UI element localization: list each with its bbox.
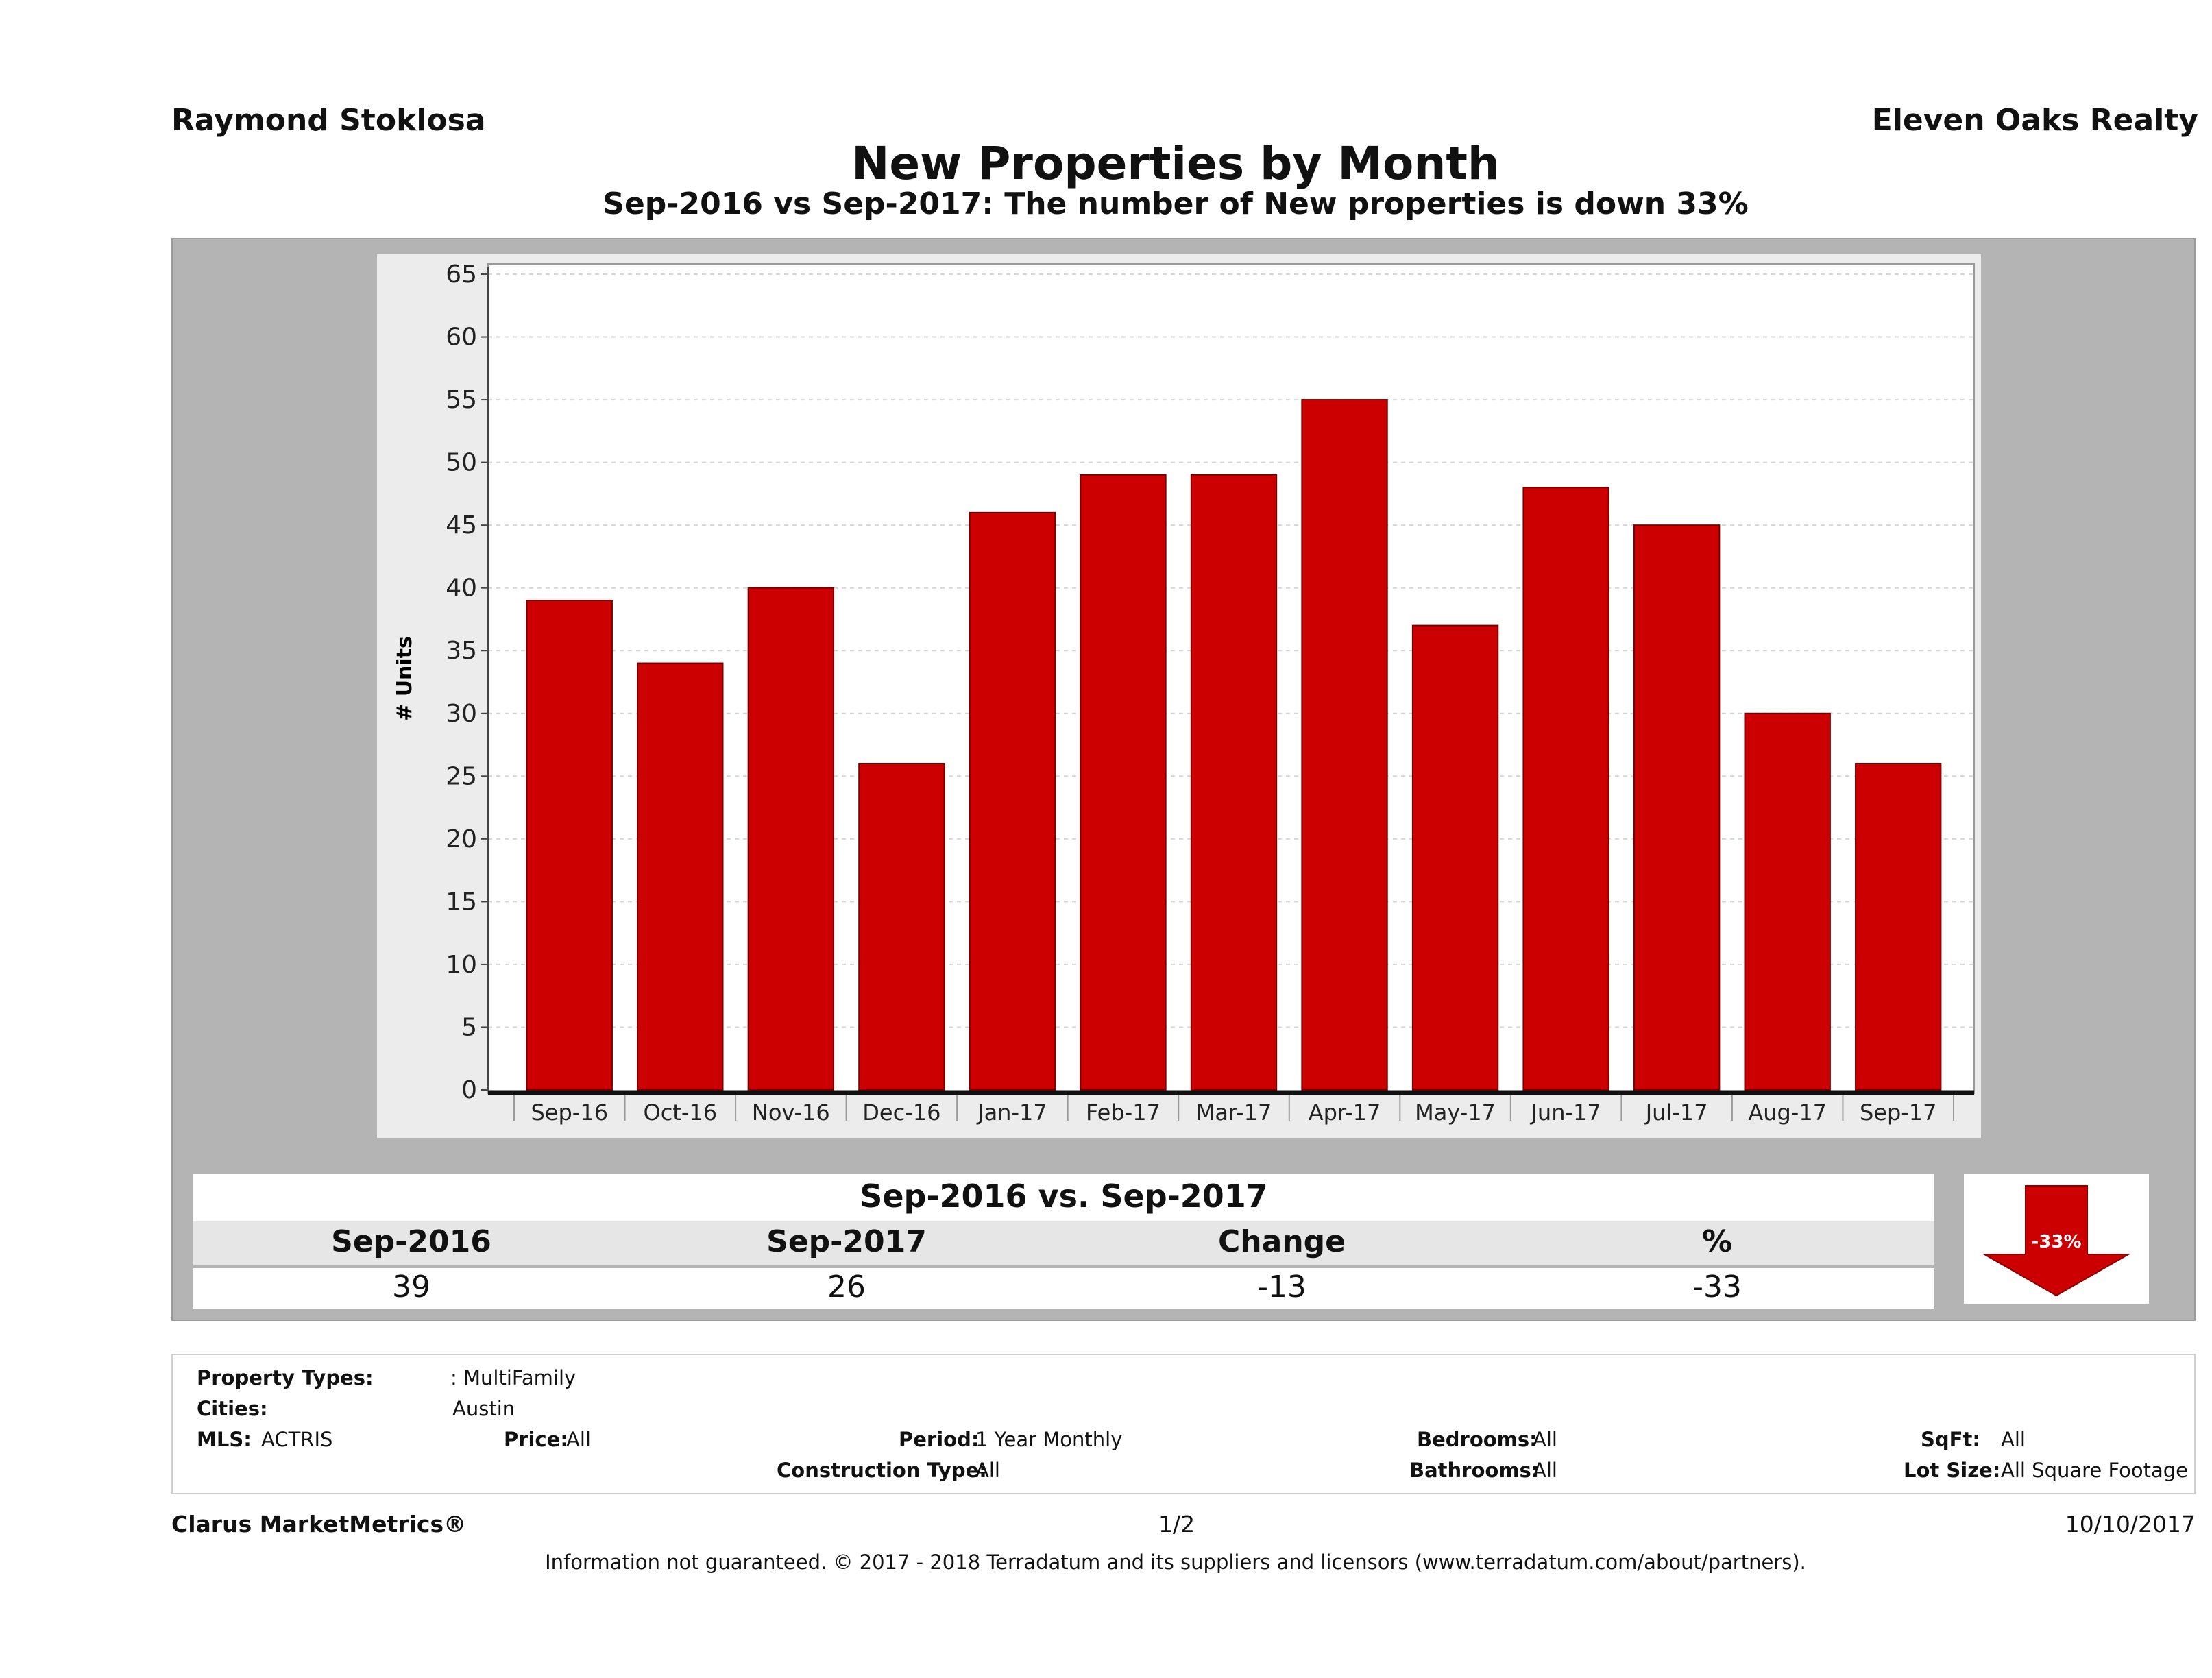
y-tick-label: 5	[461, 1013, 477, 1041]
bathrooms-value: All	[1533, 1459, 1557, 1482]
bar-aug-17	[1744, 712, 1831, 1091]
sqft-value: All	[2001, 1428, 2026, 1451]
y-tick-label: 50	[446, 449, 477, 477]
bar-sep-17	[1855, 763, 1942, 1091]
value-percent: -33	[1692, 1269, 1742, 1304]
bar-apr-17	[1301, 399, 1388, 1091]
bedrooms-label: Bedrooms:	[1417, 1428, 1538, 1451]
y-tick-label: 45	[446, 511, 477, 539]
value-change: -13	[1257, 1269, 1306, 1304]
agent-name: Raymond Stoklosa	[171, 103, 486, 138]
y-tick-label: 55	[446, 386, 477, 414]
construction-type-label: Construction Type:	[777, 1459, 987, 1482]
bar-feb-17	[1080, 474, 1167, 1091]
y-tick-label: 60	[446, 324, 477, 352]
x-tick-label: Jan-17	[976, 1099, 1047, 1126]
period-label: Period:	[899, 1428, 980, 1451]
y-tick-label: 10	[446, 951, 477, 979]
bar-jun-17	[1522, 487, 1609, 1091]
bar-jul-17	[1633, 524, 1721, 1091]
x-tick-label: Sep-17	[1860, 1099, 1937, 1126]
bar-nov-16	[747, 587, 835, 1091]
x-tick-label: Aug-17	[1748, 1099, 1827, 1126]
value-sep-2016: 39	[392, 1269, 430, 1304]
x-tick-label: Oct-16	[644, 1099, 718, 1126]
header-sep-2017: Sep-2017	[766, 1224, 927, 1259]
x-tick-label: Mar-17	[1196, 1099, 1272, 1126]
y-tick-label: 35	[446, 637, 477, 665]
y-tick-label: 25	[446, 762, 477, 790]
x-tick-label: May-17	[1415, 1099, 1496, 1126]
report-date: 10/10/2017	[2065, 1511, 2196, 1537]
x-tick-label: Jun-17	[1529, 1099, 1601, 1126]
down-arrow-icon: -33%	[1982, 1185, 2131, 1297]
page-number: 1/2	[1158, 1511, 1195, 1537]
bar-dec-16	[858, 763, 945, 1091]
construction-type-value: All	[975, 1459, 1000, 1482]
bedrooms-value: All	[1533, 1428, 1557, 1451]
header-sep-2016: Sep-2016	[331, 1224, 491, 1259]
price-value: All	[566, 1428, 591, 1451]
mls-label: MLS:	[197, 1428, 252, 1451]
page-title: New Properties by Month	[851, 137, 1500, 190]
property-types-value: : MultiFamily	[450, 1366, 576, 1389]
comparison-title: Sep-2016 vs. Sep-2017	[860, 1178, 1268, 1215]
cities-label: Cities:	[197, 1397, 268, 1420]
y-tick-label: 15	[446, 888, 477, 916]
company-name: Eleven Oaks Realty	[1871, 103, 2198, 138]
comparison-header-row	[193, 1221, 1934, 1265]
bar-oct-16	[637, 662, 724, 1091]
y-tick-label: 0	[461, 1076, 477, 1104]
bar-mar-17	[1190, 474, 1278, 1091]
cities-value: Austin	[452, 1397, 515, 1420]
header-change: Change	[1218, 1224, 1346, 1259]
value-sep-2017: 26	[827, 1269, 866, 1304]
lot-size-value: All Square Footage	[2001, 1459, 2189, 1482]
lot-size-label: Lot Size:	[1904, 1459, 2001, 1482]
axes: 0 5 10 15 20 25 30 35 40 45 50 55 60 65 Sep-16 Oct-16 No…	[446, 260, 1974, 1126]
disclaimer: Information not guaranteed. © 2017 - 201…	[545, 1551, 1806, 1574]
header-percent: %	[1701, 1224, 1733, 1259]
bars	[526, 399, 1942, 1091]
y-tick-label: 30	[446, 700, 477, 728]
mls-value: ACTRIS	[261, 1428, 333, 1451]
property-types-label: Property Types:	[197, 1366, 374, 1389]
price-label: Price:	[504, 1428, 568, 1451]
y-tick-label: 65	[446, 260, 477, 289]
search-criteria	[171, 1354, 2196, 1494]
y-axis-label: # Units	[393, 636, 417, 721]
x-tick-label: Nov-16	[752, 1099, 830, 1126]
comparison-title-bar	[193, 1174, 1934, 1221]
bar-sep-16	[526, 600, 613, 1091]
x-tick-label: Apr-17	[1309, 1099, 1381, 1126]
x-tick-label: Dec-16	[862, 1099, 940, 1126]
x-tick-label: Sep-16	[531, 1099, 608, 1126]
trend-badge-text: -33%	[2031, 1232, 2081, 1252]
bar-chart: 0 5 10 15 20 25 30 35 40 45 50 55 60 65 Sep-16 Oct-16 No…	[393, 260, 1975, 1126]
comparison-value-row	[193, 1268, 1934, 1309]
y-tick-label: 20	[446, 825, 477, 853]
page-subtitle: Sep-2016 vs Sep-2017: The number of New …	[603, 186, 1749, 221]
chart-panel: 0 5 10 15 20 25 30 35 40 45 50 55 60 65 Sep-16 Oct-16 No…	[377, 254, 1981, 1138]
period-value: 1 Year Monthly	[975, 1428, 1123, 1451]
sqft-label: SqFt:	[1921, 1428, 1980, 1451]
footer-brand: Clarus MarketMetrics®	[171, 1511, 467, 1537]
bathrooms-label: Bathrooms:	[1409, 1459, 1540, 1482]
x-tick-label: Jul-17	[1644, 1099, 1708, 1126]
trend-badge: -33%	[1964, 1174, 2149, 1304]
y-tick-label: 40	[446, 574, 477, 603]
bar-may-17	[1411, 624, 1499, 1091]
bar-jan-17	[969, 511, 1056, 1091]
x-tick-label: Feb-17	[1086, 1099, 1160, 1126]
